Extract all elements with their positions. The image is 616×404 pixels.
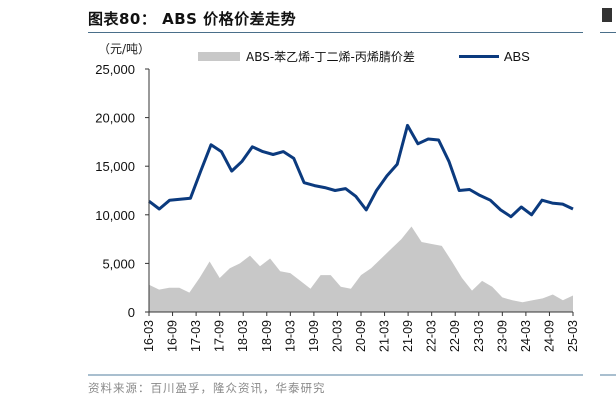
y-tick-label: 25,000 — [95, 62, 135, 77]
adjacent-panel-edge — [602, 8, 612, 22]
x-tick-label: 23-09 — [495, 320, 509, 352]
x-tick-label: 18-09 — [260, 320, 274, 352]
y-tick-label: 20,000 — [95, 111, 135, 126]
legend-area-label: ABS-苯乙烯-丁二烯-丙烯腈价差 — [246, 50, 415, 64]
y-tick-label: 15,000 — [95, 159, 135, 174]
abs-price-line-series — [148, 123, 574, 219]
adjacent-panel-divider — [600, 32, 616, 33]
chart-legend: ABS-苯乙烯-丁二烯-丙烯腈价差 ABS — [198, 48, 530, 65]
y-tick-label: 0 — [128, 305, 135, 320]
spread-area-series — [149, 226, 573, 312]
x-tick-label: 22-03 — [425, 320, 439, 352]
abs-price-line — [148, 123, 574, 219]
source-note: 资料来源：百川盈孚，隆众资讯，华泰研究 — [88, 381, 326, 395]
title-divider — [88, 32, 583, 33]
x-tick-label: 18-03 — [236, 320, 250, 352]
spread-area — [149, 226, 573, 312]
x-tick-label: 16-09 — [166, 320, 180, 352]
x-tick-label: 16-03 — [142, 320, 156, 352]
x-tick-label: 20-09 — [354, 320, 368, 352]
y-axis-unit: （元/吨） — [98, 42, 151, 56]
footer-divider — [88, 374, 583, 376]
y-tick-label: 10,000 — [95, 208, 135, 223]
legend-line-swatch — [458, 55, 499, 58]
x-tick-label: 21-09 — [401, 320, 415, 352]
x-tick-label: 24-03 — [519, 320, 533, 352]
x-tick-label: 17-09 — [213, 320, 227, 352]
x-tick-label: 22-09 — [448, 320, 462, 352]
adjacent-footer-divider — [600, 374, 616, 376]
chart-axes: 0 5,000 10,000 15,000 20,000 25,000 16-03 16-09… — [95, 62, 580, 352]
x-tick-label: 17-03 — [189, 320, 203, 352]
x-tick-label: 21-03 — [378, 320, 392, 352]
legend-area-swatch — [198, 52, 240, 61]
x-tick-label: 24-09 — [542, 320, 556, 352]
x-tick-label: 20-03 — [330, 320, 344, 352]
x-tick-label: 19-03 — [283, 320, 297, 352]
legend-line-label: ABS — [503, 49, 530, 64]
x-tick-label: 23-03 — [472, 320, 486, 352]
x-tick-label: 19-09 — [307, 320, 321, 352]
y-tick-label: 5,000 — [102, 256, 135, 271]
chart-title: 图表80： ABS 价格价差走势 — [88, 10, 297, 28]
x-tick-label: 25-03 — [566, 320, 580, 352]
